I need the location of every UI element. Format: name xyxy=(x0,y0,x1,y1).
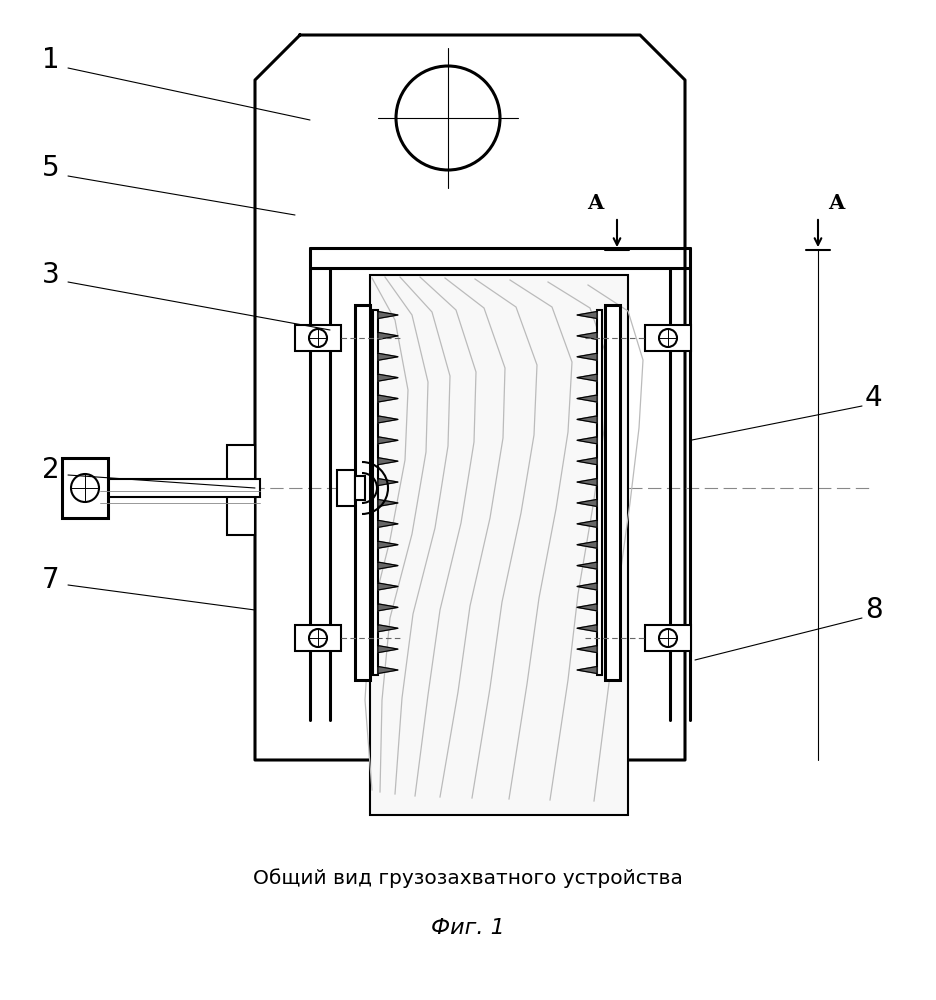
Polygon shape xyxy=(377,437,398,444)
Bar xyxy=(62,458,108,518)
Text: 8: 8 xyxy=(864,596,882,624)
Bar xyxy=(605,305,620,680)
Polygon shape xyxy=(577,479,596,486)
Bar xyxy=(355,476,365,500)
Polygon shape xyxy=(377,520,398,527)
Polygon shape xyxy=(377,374,398,381)
Bar xyxy=(644,325,690,351)
Polygon shape xyxy=(577,332,596,339)
Polygon shape xyxy=(577,625,596,632)
Bar xyxy=(370,275,627,815)
Bar xyxy=(355,305,370,680)
Polygon shape xyxy=(377,604,398,611)
Polygon shape xyxy=(577,520,596,527)
Polygon shape xyxy=(577,374,596,381)
Polygon shape xyxy=(377,583,398,590)
Polygon shape xyxy=(377,458,398,465)
Polygon shape xyxy=(577,437,596,444)
Polygon shape xyxy=(577,312,596,318)
Bar xyxy=(295,625,341,651)
Polygon shape xyxy=(377,646,398,653)
Text: 2: 2 xyxy=(42,456,60,484)
Text: 3: 3 xyxy=(42,261,60,289)
Polygon shape xyxy=(577,416,596,423)
Polygon shape xyxy=(377,479,398,486)
Polygon shape xyxy=(377,395,398,402)
Polygon shape xyxy=(577,646,596,653)
Polygon shape xyxy=(577,353,596,360)
Polygon shape xyxy=(577,583,596,590)
Text: A: A xyxy=(586,193,603,213)
Text: 4: 4 xyxy=(864,384,882,412)
Polygon shape xyxy=(377,666,398,674)
Polygon shape xyxy=(577,499,596,506)
Polygon shape xyxy=(577,666,596,674)
Text: Общий вид грузозахватного устройства: Общий вид грузозахватного устройства xyxy=(253,868,682,888)
Text: 7: 7 xyxy=(42,566,60,594)
Polygon shape xyxy=(577,458,596,465)
Polygon shape xyxy=(377,353,398,360)
Polygon shape xyxy=(577,604,596,611)
Polygon shape xyxy=(577,395,596,402)
Polygon shape xyxy=(377,541,398,548)
Bar xyxy=(644,625,690,651)
Polygon shape xyxy=(377,625,398,632)
Text: A: A xyxy=(827,193,843,213)
Bar xyxy=(100,479,259,497)
Polygon shape xyxy=(377,562,398,569)
Polygon shape xyxy=(577,562,596,569)
Bar xyxy=(227,445,255,535)
Bar xyxy=(596,310,601,675)
Bar xyxy=(295,325,341,351)
Text: Фиг. 1: Фиг. 1 xyxy=(431,918,505,938)
Polygon shape xyxy=(377,416,398,423)
Polygon shape xyxy=(377,499,398,506)
Polygon shape xyxy=(377,332,398,339)
Text: 5: 5 xyxy=(42,154,60,182)
Polygon shape xyxy=(377,312,398,318)
Polygon shape xyxy=(577,541,596,548)
Text: 1: 1 xyxy=(42,46,60,74)
Bar xyxy=(373,310,377,675)
Bar xyxy=(337,470,355,506)
